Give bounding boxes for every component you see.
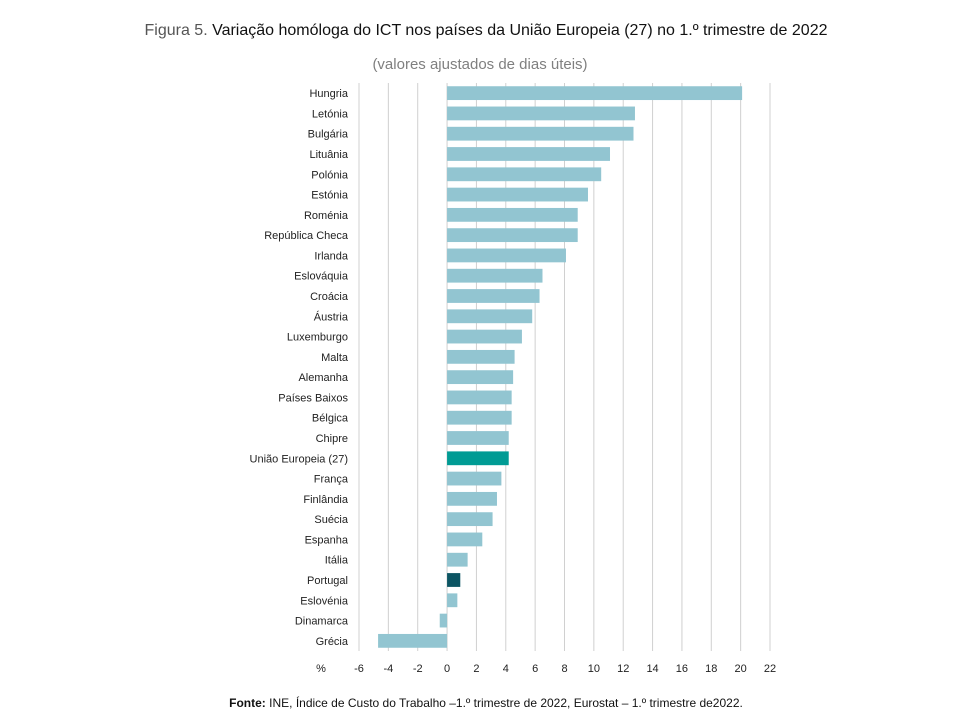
bar [447, 593, 458, 608]
bar [447, 309, 533, 324]
x-tick-label: 2 [473, 663, 479, 675]
figure-title: Variação homóloga do ICT nos países da U… [212, 22, 828, 39]
x-tick-label: 10 [588, 663, 600, 675]
bar [447, 228, 578, 243]
figure-label: Figura 5. [144, 22, 208, 39]
category-label: Bulgária [308, 129, 349, 141]
category-label: Chipre [316, 433, 348, 445]
bar [447, 147, 611, 161]
bar [447, 471, 502, 486]
category-label: Lituânia [309, 149, 348, 161]
category-label: Bélgica [312, 413, 349, 425]
x-axis-unit-label: % [316, 663, 326, 675]
bar [447, 329, 522, 344]
x-tick-label: 18 [705, 663, 717, 675]
category-label: Eslováquia [294, 271, 349, 283]
bar [447, 167, 602, 182]
category-label: Irlanda [314, 250, 349, 262]
bar [447, 573, 461, 587]
x-tick-label: 8 [561, 663, 567, 675]
category-label: Itália [325, 555, 349, 567]
x-tick-label: -6 [354, 663, 364, 675]
x-tick-label: 20 [735, 663, 747, 675]
category-label: República Checa [264, 230, 349, 242]
category-label: Hungria [309, 88, 348, 100]
category-label: Finlândia [303, 494, 349, 506]
bar [447, 390, 512, 405]
bar [447, 207, 578, 222]
bar [447, 491, 497, 506]
bar [378, 633, 448, 648]
chart-subtitle: (valores ajustados de dias úteis) [372, 56, 588, 73]
bar [447, 370, 514, 385]
bar [447, 187, 588, 202]
x-tick-label: -2 [413, 663, 423, 675]
bar [447, 410, 512, 425]
bar [447, 289, 540, 303]
bar [447, 86, 743, 101]
bar [447, 248, 566, 263]
x-tick-labels: -6 -4 -2 0 2 4 6 8 10 12 14 16 18 20 22 [354, 663, 776, 675]
category-label: Estónia [311, 190, 349, 202]
category-label: Dinamarca [295, 616, 349, 628]
category-label: Roménia [304, 210, 349, 222]
bar [447, 126, 634, 141]
category-label: Croácia [310, 291, 349, 303]
category-label: Letónia [312, 108, 349, 120]
x-tick-label: 0 [444, 663, 450, 675]
x-tick-label: 6 [532, 663, 538, 675]
category-label: França [314, 474, 349, 486]
source-text: INE, Índice de Custo do Trabalho –1.º tr… [269, 696, 743, 710]
category-label: Polónia [311, 169, 349, 181]
category-label: Espanha [305, 534, 349, 546]
category-label: Malta [321, 352, 349, 364]
category-label: Países Baixos [278, 392, 348, 404]
bar [447, 268, 543, 283]
bar [447, 532, 483, 547]
bar [447, 349, 515, 364]
x-tick-label: 4 [503, 663, 509, 675]
category-label: Suécia [314, 514, 349, 526]
source-label: Fonte: [229, 696, 266, 710]
category-label: Grécia [316, 636, 349, 648]
bar [447, 431, 509, 445]
bar [447, 512, 493, 527]
category-label: Luxemburgo [287, 332, 348, 344]
category-label: Eslovénia [300, 595, 349, 607]
bar [447, 451, 509, 466]
category-labels: Hungria Letónia Bulgária Lituânia Polónia Est… [250, 88, 349, 648]
category-label: Portugal [307, 575, 348, 587]
category-label: União Europeia (27) [250, 453, 348, 465]
category-label: Alemanha [298, 372, 348, 384]
x-tick-label: 14 [646, 663, 658, 675]
x-tick-label: 22 [764, 663, 776, 675]
x-tick-label: 12 [617, 663, 629, 675]
x-tick-label: -4 [383, 663, 393, 675]
bar [447, 106, 635, 121]
bar [447, 552, 468, 567]
bar [439, 613, 448, 628]
chart-title: Figura 5. Variação homóloga do ICT nos p… [0, 22, 972, 40]
category-label: Áustria [314, 310, 349, 323]
x-tick-label: 16 [676, 663, 688, 675]
bars [378, 86, 743, 648]
source-note: Fonte: INE, Índice de Custo do Trabalho … [0, 696, 972, 710]
bar-chart: Hungria Letónia Bulgária Lituânia Polónia Est… [250, 83, 776, 675]
